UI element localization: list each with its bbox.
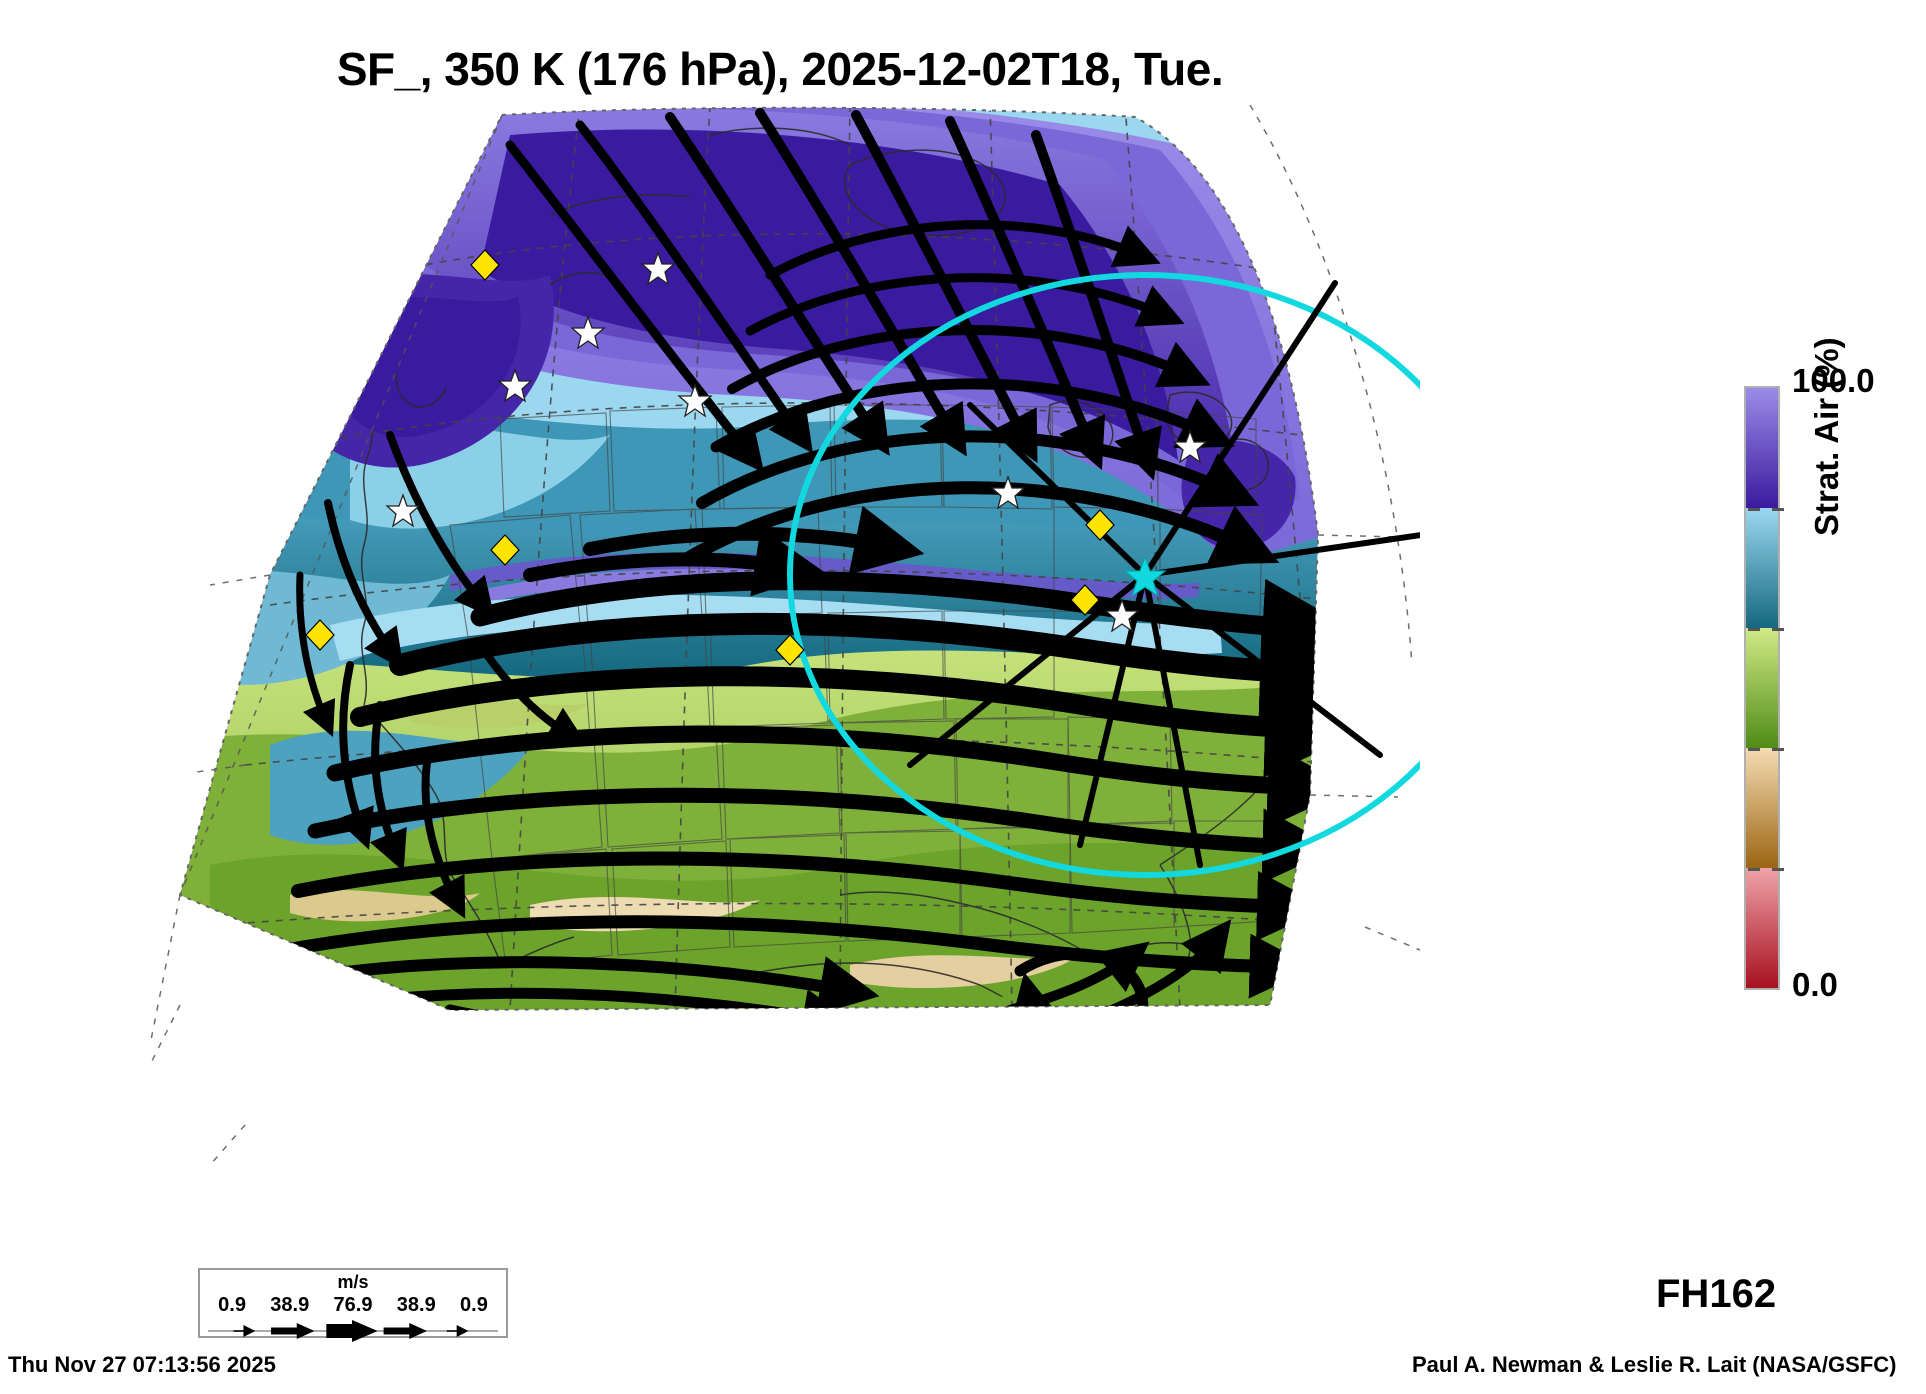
wind-units-label: m/s — [337, 1272, 369, 1292]
wind-value-labels: 0.9 38.9 76.9 38.9 0.9 — [200, 1294, 506, 1317]
wind-arrow-scale — [207, 1320, 499, 1342]
colorbar-tick — [1772, 748, 1784, 751]
colorbar-tick — [1748, 628, 1760, 631]
colorbar-segment-purple — [1746, 388, 1778, 508]
wind-value-0: 0.9 — [218, 1294, 246, 1316]
map-boundary — [178, 106, 1320, 1012]
colorbar-frame[interactable] — [1744, 386, 1784, 990]
site-markers[interactable] — [305, 249, 1208, 666]
streamlines — [254, 108, 1318, 1011]
colorbar-min-label: 0.0 — [1792, 966, 1838, 1003]
range-ring-group — [787, 272, 1420, 878]
wind-speed-legend: m/s 0.9 38.9 76.9 38.9 0.9 — [198, 1268, 508, 1342]
colorbar-segment-tan — [1746, 748, 1778, 868]
colorbar-segment-green — [1746, 628, 1778, 748]
map-panel[interactable] — [150, 105, 1420, 1175]
colorbar-tick — [1748, 748, 1760, 751]
wind-value-4: 0.9 — [460, 1294, 488, 1316]
forecast-hour-label: FH162 — [1656, 1272, 1777, 1316]
site-marker[interactable] — [385, 251, 1208, 633]
colorbar-axis-label: Strat. Air (%) — [1808, 337, 1845, 536]
author-credit: Paul A. Newman & Leslie R. Lait (NASA/GS… — [1412, 1352, 1897, 1377]
range-ring — [787, 272, 1420, 878]
colorbar-tick — [1772, 628, 1784, 631]
colorbar-tick — [1748, 868, 1760, 871]
station-marker[interactable] — [305, 249, 1115, 666]
colorbar[interactable]: 100.0 0.0 Strat. Air (%) — [1740, 337, 1926, 1003]
map-plot[interactable] — [150, 105, 1420, 1175]
colorbar-tick — [1772, 508, 1784, 511]
wind-value-3: 38.9 — [396, 1294, 436, 1316]
wind-value-2: 76.9 — [333, 1294, 373, 1316]
center-star-icon[interactable] — [1123, 555, 1167, 598]
wind-value-1: 38.9 — [270, 1294, 310, 1316]
colorbar-max-label: 100.0 — [1792, 362, 1875, 399]
radial-lines — [907, 280, 1420, 868]
generation-timestamp: Thu Nov 27 07:13:56 2025 — [8, 1352, 276, 1377]
page-title: SF_, 350 K (176 hPa), 2025-12-02T18, Tue… — [336, 43, 1224, 95]
colorbar-tick — [1772, 868, 1784, 871]
graticule-outside — [150, 105, 1420, 1166]
colorbar-tick — [1748, 508, 1760, 511]
colorbar-segment-red — [1746, 868, 1778, 988]
colorbar-segment-blue — [1746, 508, 1778, 628]
